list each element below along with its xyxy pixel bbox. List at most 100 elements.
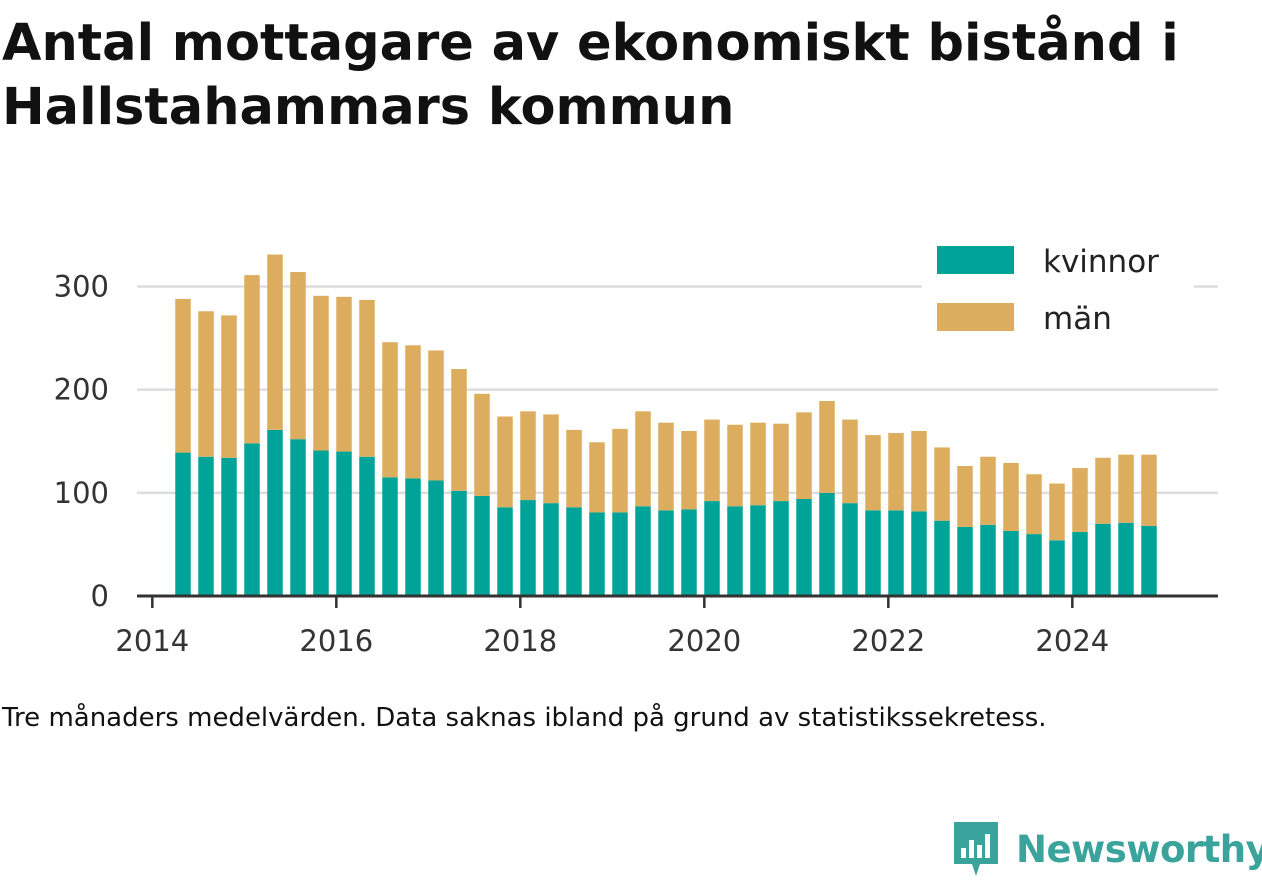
- bar-kvinnor: [842, 503, 858, 596]
- bar-män: [1026, 474, 1042, 535]
- bar-män: [612, 428, 628, 513]
- bar-män: [773, 423, 789, 502]
- bar-kvinnor: [1026, 534, 1042, 596]
- bar-kvinnor: [290, 439, 306, 596]
- bar-kvinnor: [267, 429, 283, 596]
- bar-män: [1118, 454, 1134, 523]
- bar-män: [405, 345, 421, 479]
- bar-män: [474, 393, 490, 496]
- bar-män: [796, 412, 812, 500]
- bar-kvinnor: [336, 451, 352, 596]
- bar-kvinnor: [658, 510, 674, 596]
- axes: 0 100 200 300 2014 2016 2018 2020 2022 2024: [54, 269, 1218, 658]
- bar-män: [1141, 454, 1157, 526]
- page-title: Antal mottagare av ekonomiskt bistånd i …: [2, 14, 1179, 137]
- bar-män: [957, 466, 973, 527]
- bar-män: [313, 295, 329, 451]
- bar-män: [336, 296, 352, 452]
- y-tick-label: 100: [54, 476, 109, 510]
- bar-kvinnor: [497, 507, 513, 596]
- bar-kvinnor: [1118, 522, 1134, 596]
- bar-kvinnor: [1095, 523, 1111, 596]
- bar-män: [842, 419, 858, 504]
- bar-män: [428, 350, 444, 481]
- bar-kvinnor: [819, 492, 835, 596]
- bar-kvinnor: [359, 456, 375, 596]
- bar-kvinnor: [474, 495, 490, 596]
- bar-män: [290, 272, 306, 440]
- x-tick-label: 2014: [115, 624, 189, 658]
- bar-kvinnor: [198, 456, 214, 596]
- legend: kvinnor män: [922, 233, 1194, 351]
- bar-män: [1003, 462, 1019, 531]
- bar-kvinnor: [175, 452, 191, 596]
- bar-män: [704, 419, 720, 502]
- bar-män: [520, 411, 536, 501]
- bar-män: [727, 424, 743, 507]
- bar-män: [934, 447, 950, 521]
- bar-kvinnor: [796, 499, 812, 596]
- bar-män: [382, 342, 398, 478]
- bar-kvinnor: [957, 526, 973, 596]
- legend-swatch-män: [937, 303, 1014, 331]
- bar-kvinnor: [244, 443, 260, 596]
- bar-män: [888, 432, 904, 511]
- bar-kvinnor: [221, 457, 237, 596]
- bar-kvinnor: [1072, 532, 1088, 596]
- bar-kvinnor: [543, 503, 559, 596]
- bar-kvinnor: [980, 524, 996, 596]
- legend-label-män: män: [1043, 301, 1112, 337]
- legend-label-kvinnor: kvinnor: [1043, 244, 1159, 280]
- bar-kvinnor: [520, 500, 536, 596]
- y-tick-label: 0: [91, 579, 109, 613]
- bar-män: [681, 430, 697, 510]
- bar-män: [911, 430, 927, 512]
- x-tick-label: 2020: [667, 624, 741, 658]
- bar-kvinnor: [382, 477, 398, 596]
- bar-kvinnor: [405, 478, 421, 596]
- bar-kvinnor: [451, 490, 467, 596]
- bar-kvinnor: [1049, 540, 1065, 596]
- y-tick-label: 300: [54, 269, 109, 303]
- bars: [175, 254, 1157, 596]
- bar-män: [750, 422, 766, 506]
- stacked-bar-chart: 0 100 200 300 2014 2016 2018 2020 2022 2024 kvinn…: [53, 233, 1218, 658]
- legend-swatch-kvinnor: [937, 246, 1014, 274]
- bar-kvinnor: [1003, 531, 1019, 596]
- bar-män: [198, 311, 214, 457]
- bar-kvinnor: [911, 511, 927, 596]
- bar-män: [244, 275, 260, 444]
- bar-män: [1095, 457, 1111, 524]
- bar-kvinnor: [1141, 525, 1157, 596]
- bar-kvinnor: [612, 512, 628, 596]
- bar-män: [819, 401, 835, 493]
- bar-män: [566, 429, 582, 508]
- bar-män: [1072, 468, 1088, 533]
- bar-kvinnor: [589, 512, 605, 596]
- x-tick-label: 2022: [851, 624, 925, 658]
- bar-kvinnor: [888, 510, 904, 596]
- newsworthy-logo-icon: [954, 822, 998, 876]
- bar-män: [980, 456, 996, 525]
- bar-män: [497, 416, 513, 508]
- brand[interactable]: Newsworthy: [950, 818, 1262, 880]
- bar-kvinnor: [313, 450, 329, 596]
- bar-män: [865, 435, 881, 511]
- bar-män: [175, 298, 191, 453]
- bar-män: [221, 315, 237, 458]
- bar-män: [635, 411, 651, 507]
- x-tick-label: 2018: [483, 624, 557, 658]
- bar-män: [267, 254, 283, 430]
- bar-kvinnor: [727, 506, 743, 596]
- bar-män: [451, 369, 467, 491]
- chart-caption: Tre månaders medelvärden. Data saknas ib…: [2, 703, 1047, 733]
- bar-kvinnor: [428, 480, 444, 596]
- bar-män: [589, 442, 605, 513]
- x-tick-label: 2024: [1035, 624, 1109, 658]
- bar-kvinnor: [865, 510, 881, 596]
- x-tick-label: 2016: [299, 624, 373, 658]
- bar-män: [658, 422, 674, 511]
- bar-kvinnor: [750, 505, 766, 596]
- bar-män: [1049, 483, 1065, 541]
- bar-män: [359, 299, 375, 457]
